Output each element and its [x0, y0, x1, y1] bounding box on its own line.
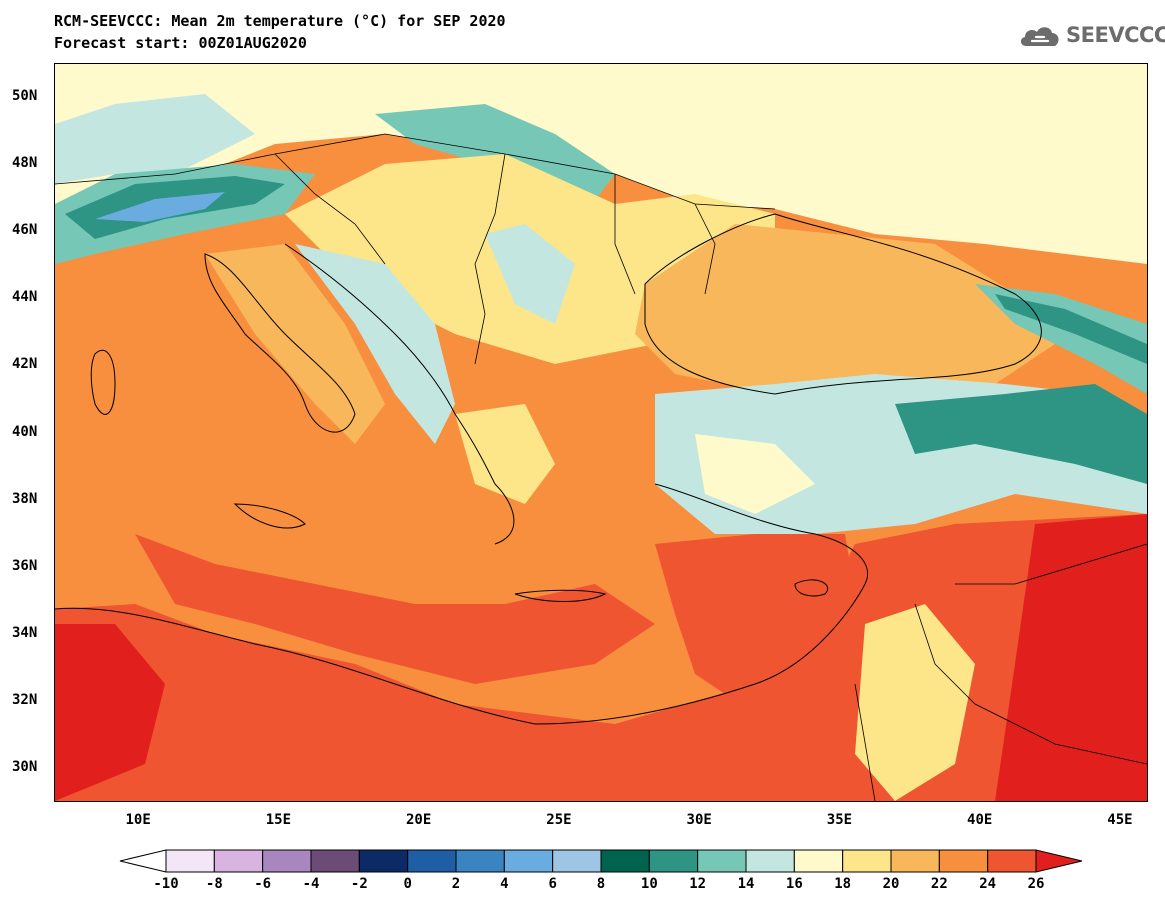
field-central-med-hot	[135, 534, 655, 684]
lon-tick-label: 35E	[826, 812, 853, 828]
lon-tick-label: 45E	[1107, 812, 1133, 828]
field-alps-blue	[95, 192, 225, 222]
field-greece	[455, 404, 555, 504]
colorbar-tick-label: 2	[451, 876, 461, 892]
colorbar-tick-label: 26	[1027, 876, 1045, 892]
colorbar-swatch	[600, 849, 650, 873]
lat-tick-label: 44N	[12, 289, 38, 306]
colorbar-tick-label: -10	[153, 876, 179, 892]
colorbar-swatch	[842, 849, 892, 873]
field-levantine-sea	[655, 534, 855, 714]
colorbar-swatch	[310, 849, 360, 873]
field-black-sea	[635, 224, 1055, 394]
colorbar-swatch	[890, 849, 940, 873]
colorbar-tick-label: 16	[785, 876, 803, 892]
field-north-pale	[55, 64, 1147, 264]
colorbar-swatch	[503, 849, 554, 873]
lat-tick-label: 30N	[12, 759, 38, 776]
lon-tick-label: 10E	[125, 812, 151, 828]
temperature-field	[55, 64, 1147, 801]
seevccc-logo: SEEVCCC	[1018, 20, 1165, 50]
field-dinarides	[295, 244, 455, 444]
lat-tick-label: 36N	[12, 557, 38, 574]
colorbar-swatch	[793, 849, 844, 873]
colorbar-swatch	[165, 849, 215, 873]
field-levant-highlands	[855, 604, 975, 801]
lat-tick-label: 42N	[12, 356, 38, 373]
colorbar-tick-label: 14	[737, 876, 755, 892]
colorbar-tick-label: -2	[350, 876, 368, 892]
field-algeria-hottest	[55, 624, 165, 801]
colorbar-tick-label: 24	[979, 876, 997, 892]
lat-tick-label: 40N	[12, 423, 38, 440]
lon-tick-label: 25E	[546, 812, 572, 828]
colorbar-tick-label: -4	[302, 876, 320, 892]
forecast-start-label: Forecast start: 00Z01AUG2020	[54, 34, 307, 52]
colorbar-swatch	[697, 849, 747, 873]
colorbar-tick-label: -6	[254, 876, 272, 892]
colorbar-swatch	[455, 849, 505, 873]
colorbar-tick-label: 12	[689, 876, 707, 892]
borders	[55, 133, 1147, 801]
lat-tick-label: 34N	[12, 625, 38, 642]
colorbar-tick-label: 4	[500, 876, 509, 892]
temperature-map	[54, 63, 1148, 802]
field-carpathian-south	[485, 224, 575, 324]
field-anatolia-east	[895, 384, 1147, 484]
colorbar-swatch	[987, 849, 1037, 873]
colorbar-tick-label: 18	[834, 876, 852, 892]
field-anatolia-pale	[695, 434, 815, 514]
colorbar-swatch	[552, 849, 602, 873]
colorbar-tick-label: 0	[403, 876, 412, 892]
colorbar-tick-label: 6	[548, 876, 557, 892]
lon-tick-label: 15E	[265, 812, 292, 828]
colorbar-swatch	[938, 849, 989, 873]
colorbar-tick-label: 8	[596, 876, 606, 892]
colorbar-under-arrow	[119, 849, 167, 873]
field-caucasus-dark	[995, 294, 1147, 364]
lat-tick-label: 38N	[12, 490, 38, 507]
colorbar-tick-label: -8	[205, 876, 223, 892]
cloud-icon	[1020, 27, 1059, 46]
lon-tick-label: 30E	[686, 812, 712, 828]
colorbar-swatch	[262, 849, 312, 873]
lat-tick-label: 32N	[12, 692, 38, 709]
lat-tick-label: 48N	[12, 154, 38, 171]
colorbar-tick-label: 10	[640, 876, 658, 892]
colorbar-swatch	[648, 849, 699, 873]
lat-tick-label: 46N	[12, 221, 38, 238]
colorbar-swatch	[213, 849, 264, 873]
colorbar-over-arrow	[1035, 849, 1083, 873]
map-title: RCM-SEEVCCC: Mean 2m temperature (°C) fo…	[54, 12, 506, 30]
lon-tick-label: 40E	[967, 812, 993, 828]
lon-tick-label: 20E	[406, 812, 432, 828]
colorbar	[119, 849, 1083, 873]
colorbar-swatch	[407, 849, 457, 873]
field-arabia-hottest	[995, 514, 1147, 801]
colorbar-tick-label: 22	[930, 876, 948, 892]
field-alps-light	[55, 94, 255, 184]
lat-tick-label: 50N	[12, 87, 38, 104]
colorbar-swatch	[745, 849, 795, 873]
coastlines	[55, 213, 1042, 725]
logo-text: SEEVCCC	[1066, 23, 1165, 47]
colorbar-swatch	[358, 849, 409, 873]
colorbar-tick-label: 20	[882, 876, 900, 892]
